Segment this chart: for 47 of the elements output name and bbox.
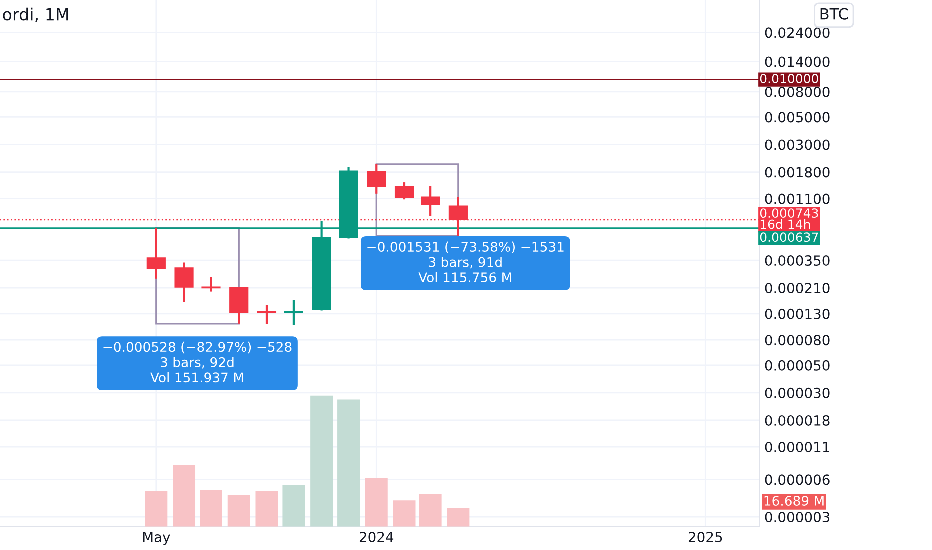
bar: [419, 494, 442, 527]
text: BTC: [820, 8, 848, 20]
ref-line-label: 0.010000: [760, 74, 818, 84]
y-tick-label: 0.001100: [765, 194, 830, 204]
y-tick-label: 0.000050: [765, 360, 830, 371]
bar: [447, 508, 470, 527]
annotation: −0.000528 (−82.97%) −528 3 bars, 92d Vol 151.937 M: [104, 342, 292, 383]
bar: [200, 490, 222, 527]
y-tick-label: 0.000080: [765, 335, 830, 346]
y-tick-label: 0.003000: [765, 140, 830, 150]
candlestick: [174, 262, 194, 304]
y-tick-label: 0.001800: [765, 167, 830, 178]
x-tick-label: 2024: [360, 532, 394, 543]
y-tick-label: 0.024000: [765, 28, 830, 38]
candlestick: [284, 299, 304, 326]
y-tick-label: 0.000003: [765, 512, 830, 523]
bar: [173, 465, 196, 527]
bar: [310, 396, 334, 527]
bar: [393, 500, 416, 527]
bar: [256, 492, 278, 527]
x-tick-label: 2025: [688, 532, 722, 543]
y-tick-label: 0.000011: [765, 442, 830, 453]
chart-title: ordi, 1M: [3, 8, 68, 23]
y-tick-label: 0.000210: [765, 283, 830, 294]
candlestick: [394, 182, 414, 201]
bar: [338, 400, 360, 527]
candlestick: [146, 227, 166, 280]
bar: [145, 492, 168, 527]
ref-line-label: 0.000743 16d 14h: [760, 208, 818, 230]
y-tick-label: 0.000130: [765, 308, 830, 320]
annotation: −0.001531 (−73.58%) −1531 3 bars, 91d Vol 115.756 M: [368, 242, 564, 283]
y-tick-label: 0.000018: [765, 415, 830, 426]
candlestick: [257, 304, 277, 326]
text: 16.689 M: [764, 496, 824, 506]
candlestick: [367, 163, 386, 195]
y-tick-label: 0.005000: [765, 112, 830, 123]
y-tick-label: 0.000030: [765, 388, 830, 398]
y-tick-label: 0.008000: [765, 86, 830, 98]
bar: [282, 484, 306, 527]
y-tick-label: 0.014000: [765, 56, 830, 68]
x-tick-label: May: [143, 532, 170, 546]
candlestick: [421, 185, 440, 218]
y-tick-label: 0.000006: [765, 474, 830, 486]
bar: [365, 478, 388, 527]
ref-line-label: 0.000637: [760, 232, 818, 242]
y-tick-label: 0.000350: [765, 256, 830, 266]
bar: [228, 495, 250, 527]
